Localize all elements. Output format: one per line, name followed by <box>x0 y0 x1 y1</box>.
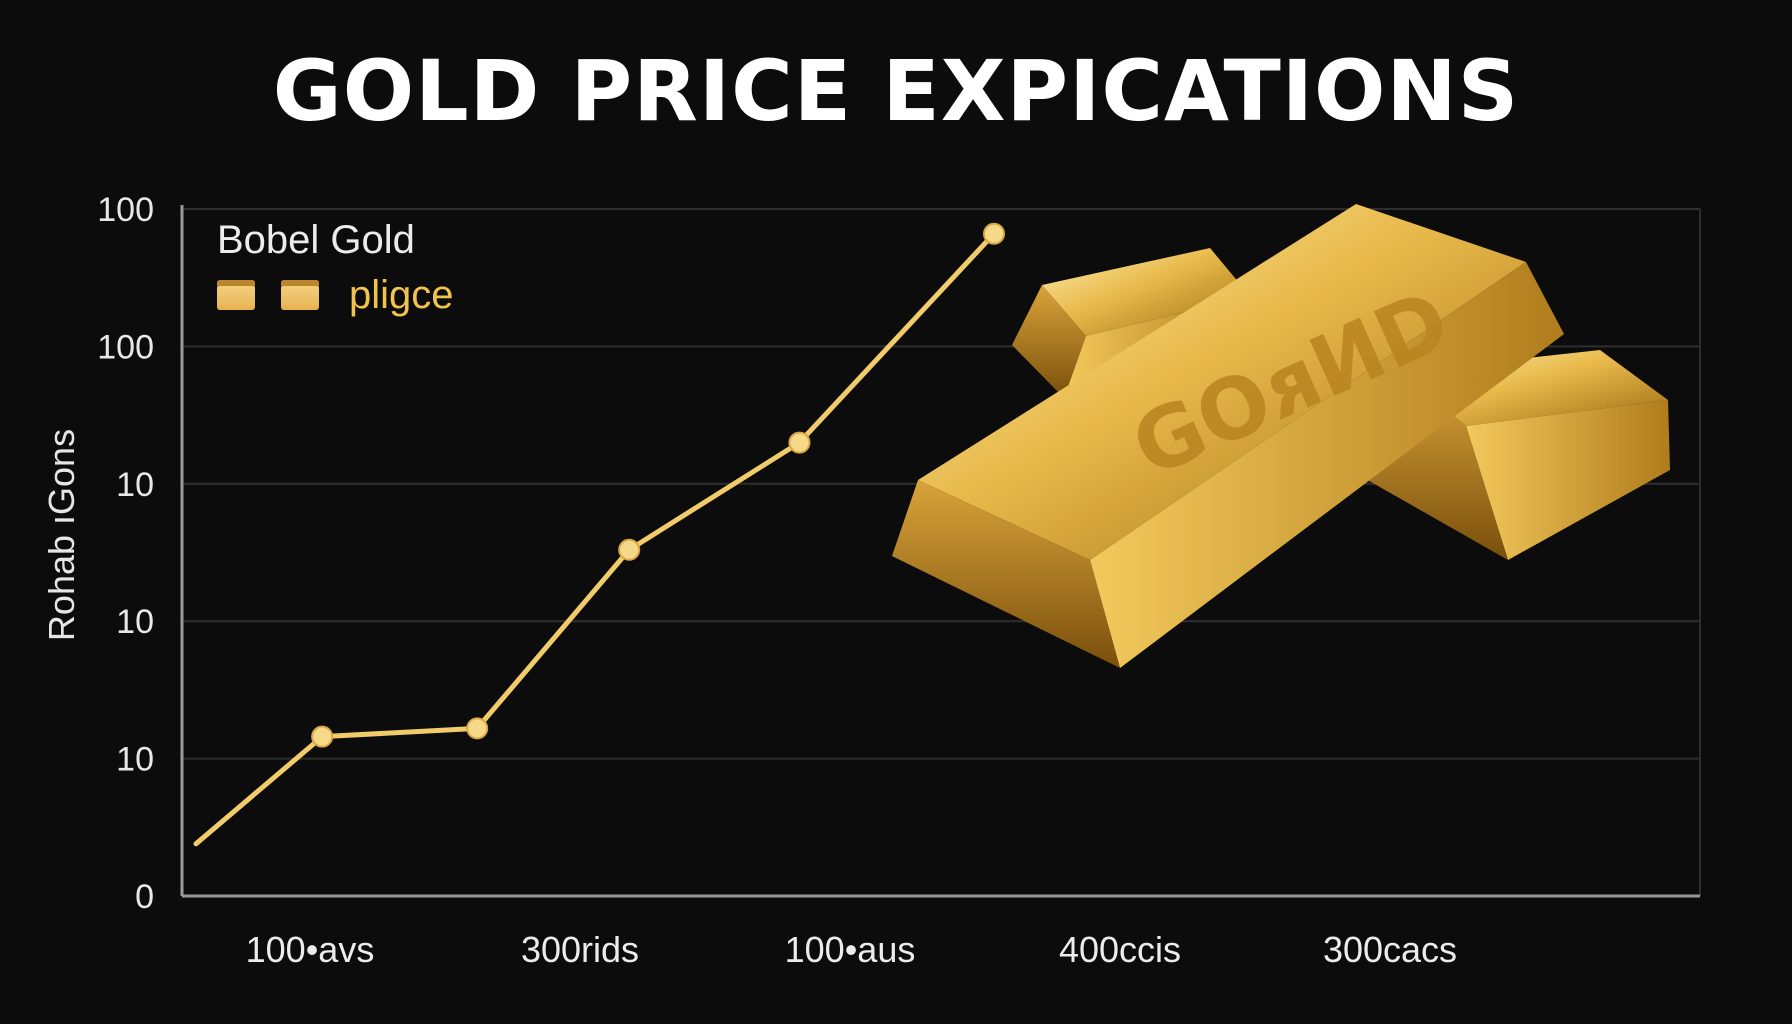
y-tick-label: 100 <box>97 328 154 366</box>
gold-bars-illustration: GOᴙИD <box>892 204 1670 668</box>
y-tick-label: 10 <box>116 466 154 504</box>
x-axis-ticks: 100•avs 300rids 100•aus 400ccis 300cacs <box>246 929 1457 970</box>
x-tick-label: 100•aus <box>785 929 916 970</box>
legend-swatch <box>281 280 319 310</box>
data-point <box>311 725 334 748</box>
series-path <box>193 231 997 847</box>
y-tick-label: 10 <box>116 603 154 641</box>
data-point <box>466 717 489 740</box>
y-tick-label: 0 <box>135 878 154 916</box>
x-tick-label: 300rids <box>521 929 639 970</box>
chart-title: GOLD PRICE EXPICATIONS <box>272 42 1520 140</box>
x-tick-label: 400ccis <box>1059 929 1181 970</box>
legend: pligce <box>217 272 454 317</box>
chart-axes <box>180 205 1700 898</box>
series-line <box>193 222 1005 847</box>
data-point <box>983 222 1005 245</box>
legend-swatch <box>217 280 255 310</box>
x-tick-label: 300cacs <box>1323 929 1457 970</box>
data-point <box>788 431 811 454</box>
y-tick-label: 100 <box>97 191 154 229</box>
legend-entry-label: pligce <box>349 272 454 317</box>
x-tick-label: 100•avs <box>246 929 375 970</box>
legend-title: Bobel Gold <box>217 218 415 262</box>
y-tick-label: 10 <box>116 741 154 779</box>
y-axis-label: Rohab ıGons <box>41 429 82 641</box>
data-point <box>618 538 641 561</box>
